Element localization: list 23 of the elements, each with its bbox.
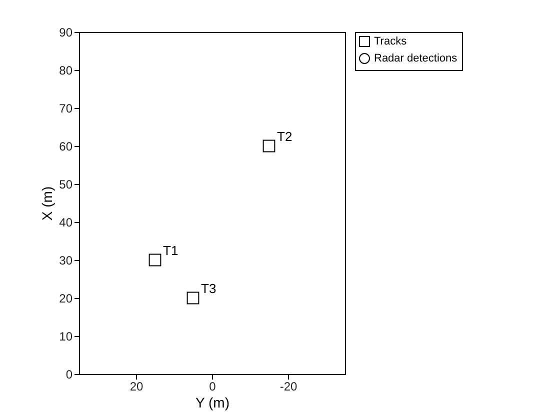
- annotation: T3: [201, 281, 216, 296]
- y-tick-label: 40: [59, 216, 73, 230]
- legend-label: Tracks: [374, 36, 408, 48]
- x-tick-label: 20: [130, 380, 144, 394]
- y-tick-label: 0: [66, 368, 73, 382]
- y-tick-label: 20: [59, 292, 73, 306]
- y-axis-title: X (m): [39, 186, 56, 221]
- y-tick-label: 50: [59, 178, 73, 192]
- legend-label: Radar detections: [374, 52, 458, 64]
- x-tick-label: 0: [209, 380, 216, 394]
- annotation: T2: [277, 129, 292, 144]
- annotation: T1: [163, 243, 178, 258]
- x-tick-label: -20: [280, 380, 298, 394]
- y-tick-label: 90: [59, 26, 73, 40]
- x-axis-title: Y (m): [196, 394, 230, 410]
- y-tick-label: 30: [59, 254, 73, 268]
- point: [262, 140, 276, 152]
- y-tick-label: 10: [59, 330, 73, 344]
- point: [148, 254, 162, 266]
- point: [186, 292, 200, 304]
- y-tick-label: 80: [59, 64, 73, 78]
- y-tick-label: 60: [59, 140, 73, 154]
- y-tick-label: 70: [59, 102, 73, 116]
